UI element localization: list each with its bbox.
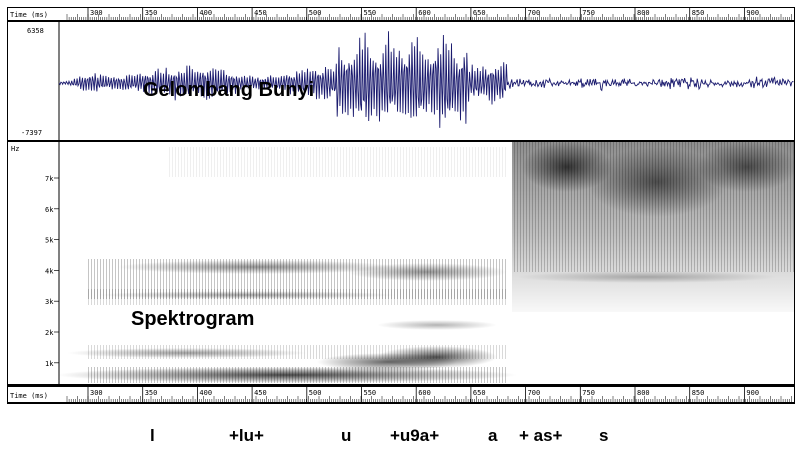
ruler-tick-label: 350: [145, 389, 158, 397]
ruler-tick-label: 700: [528, 389, 541, 397]
ruler-tick-label: 300: [90, 9, 103, 17]
phoneme-label: u: [341, 426, 352, 445]
ruler-tick-label: 650: [473, 9, 486, 17]
ruler-tick-label: 350: [145, 9, 158, 17]
waveform-panel: 6358 -7397 Gelombang Bunyi: [8, 22, 794, 140]
ruler-tick-label: 900: [746, 9, 759, 17]
ruler-tick-label: 650: [473, 389, 486, 397]
phoneme-label: +lu+: [229, 426, 264, 445]
ruler-tick-label: 500: [309, 389, 322, 397]
bottom-ruler-label: Time (ms): [10, 392, 48, 400]
top-ruler-ticks: 300 350 400 450 500 550 600 650 700 750 800 850 900: [66, 8, 792, 20]
frequency-tick-label: 7k: [45, 175, 54, 183]
top-ruler-label: Time (ms): [10, 11, 48, 19]
frequency-axis: 7k 6k 5k 4k 3k 2k 1k: [45, 175, 59, 368]
frequency-tick-label: 2k: [45, 329, 54, 337]
ruler-tick-label: 800: [637, 389, 650, 397]
waveform-overlay-label: Gelombang Bunyi: [143, 79, 314, 101]
ruler-tick-label: 500: [309, 9, 322, 17]
viewer-canvas: Time (ms) 300 350 400 450 500 550 600 650 700 750…: [8, 8, 794, 402]
speech-analysis-viewer: Time (ms) 300 350 400 450 500 550 600 650 700 750…: [7, 7, 795, 404]
top-time-ruler: Time (ms) 300 350 400 450 500 550 600 650 700 750…: [8, 8, 794, 20]
ruler-tick-label: 700: [528, 9, 541, 17]
waveform-trace: [59, 31, 794, 128]
phoneme-labels-row: l +lu+ u +u9a+ a + as+ s: [0, 426, 797, 448]
ruler-tick-label: 750: [582, 389, 595, 397]
ruler-tick-label: 550: [364, 9, 377, 17]
spectrogram-unit-label: Hz: [11, 145, 19, 153]
ruler-tick-label: 750: [582, 9, 595, 17]
ruler-tick-label: 550: [364, 389, 377, 397]
ruler-tick-label: 850: [692, 389, 705, 397]
spectrogram-overlay-label: Spektrogram: [131, 308, 254, 330]
frequency-tick-label: 4k: [45, 267, 54, 275]
ruler-tick-label: 800: [637, 9, 650, 17]
ruler-tick-label: 850: [692, 9, 705, 17]
waveform-max-label: 6358: [27, 27, 44, 35]
ruler-tick-label: 450: [254, 9, 267, 17]
frequency-tick-label: 5k: [45, 237, 54, 245]
bottom-ruler-ticks: 300 350 400 450 500 550 600 650 700 750 800 850 900: [66, 387, 792, 402]
spectrogram-panel: Hz 7k 6k 5k 4k 3k 2k 1k: [8, 142, 794, 384]
phoneme-label: a: [488, 426, 498, 445]
ruler-tick-label: 600: [418, 389, 431, 397]
ruler-tick-label: 900: [746, 389, 759, 397]
phoneme-label: + as+: [519, 426, 563, 445]
ruler-tick-label: 600: [418, 9, 431, 17]
ruler-tick-label: 400: [199, 9, 212, 17]
bottom-time-ruler: Time (ms) 300 350 400 450 500 550 600 650 700 750…: [8, 387, 794, 402]
phoneme-label: +u9a+: [390, 426, 440, 445]
phoneme-label: s: [599, 426, 609, 445]
spectrogram-image: [59, 142, 794, 383]
ruler-tick-label: 400: [199, 389, 212, 397]
ruler-tick-label: 450: [254, 389, 267, 397]
frequency-tick-label: 3k: [45, 298, 54, 306]
ruler-tick-label: 300: [90, 389, 103, 397]
waveform-min-label: -7397: [21, 129, 42, 137]
phoneme-label: l: [150, 426, 155, 445]
frequency-tick-label: 1k: [45, 360, 54, 368]
frequency-tick-label: 6k: [45, 206, 54, 214]
